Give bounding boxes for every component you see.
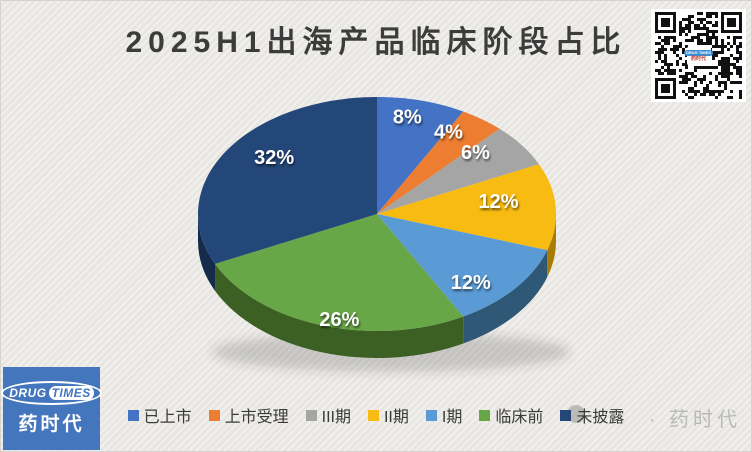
legend-item-已上市: 已上市 <box>127 403 192 427</box>
legend-swatch <box>208 409 220 421</box>
legend-label: 已上市 <box>143 409 192 426</box>
legend-swatch <box>305 409 317 421</box>
legend-swatch <box>425 409 437 421</box>
pie-slice-I期 <box>377 214 548 317</box>
legend-swatch <box>560 409 572 421</box>
pie-slice-side-I期 <box>463 250 548 344</box>
logo-word-times: TIMES <box>48 386 94 400</box>
legend-swatch <box>127 409 139 421</box>
qr-code-pattern <box>655 12 742 99</box>
legend-item-上市受理: 上市受理 <box>208 403 289 427</box>
pie-data-label-II期: 12% <box>478 191 518 213</box>
pie-slice-II期 <box>377 164 556 251</box>
qr-center-logo: DRUG TIMES 药时代 <box>683 45 714 66</box>
pie-data-label-未披露: 32% <box>254 147 294 169</box>
qr-code: DRUG TIMES 药时代 <box>651 9 746 102</box>
pie-slice-未披露 <box>198 97 377 264</box>
legend-label: I期 <box>441 409 463 426</box>
legend-label: 临床前 <box>495 409 544 426</box>
logo-word-drug: DRUG <box>9 386 47 400</box>
chart-legend: 已上市 上市受理 III期 II期 I期 临床前 未披露 <box>1 403 751 427</box>
logo-chinese-name: 药时代 <box>18 414 85 435</box>
legend-swatch <box>479 409 491 421</box>
legend-label: 未披露 <box>576 409 625 426</box>
watermark-text: · 药时代 <box>648 409 741 431</box>
legend-label: 上市受理 <box>224 409 289 426</box>
chart-title: 2025H1出海产品临床阶段占比 <box>125 26 627 59</box>
pie-slice-已上市 <box>377 97 464 214</box>
drugtimes-logo: DRUG TIMES 药时代 <box>1 367 102 450</box>
legend-swatch <box>367 409 379 421</box>
pie-data-label-I期: 12% <box>451 272 491 294</box>
legend-item-I期: I期 <box>425 403 463 427</box>
watermark-wechat-icon <box>567 405 585 423</box>
qr-center-logo-chinese: 药时代 <box>690 55 706 62</box>
pie-data-label-III期: 6% <box>461 142 490 164</box>
legend-item-II期: II期 <box>367 403 409 427</box>
pie-slice-side-临床前 <box>215 263 464 359</box>
legend-item-III期: III期 <box>305 403 351 427</box>
legend-label: III期 <box>321 409 351 426</box>
pie-slice-side-II期 <box>547 214 556 278</box>
pie-slice-临床前 <box>215 214 464 332</box>
pie-data-label-临床前: 26% <box>319 309 359 331</box>
drugtimes-logo-oval: DRUG TIMES <box>1 381 102 405</box>
legend-item-未披露: 未披露 <box>560 403 624 427</box>
pie-data-label-上市受理: 4% <box>434 121 463 143</box>
pie-data-label-已上市: 8% <box>393 106 422 128</box>
legend-item-临床前: 临床前 <box>479 403 543 427</box>
qr-center-logo-pill: DRUG TIMES <box>683 49 714 56</box>
legend-label: II期 <box>383 409 409 426</box>
pie-slice-III期 <box>377 128 539 214</box>
pie-slice-上市受理 <box>377 111 500 214</box>
pie-slice-side-未披露 <box>198 214 216 291</box>
